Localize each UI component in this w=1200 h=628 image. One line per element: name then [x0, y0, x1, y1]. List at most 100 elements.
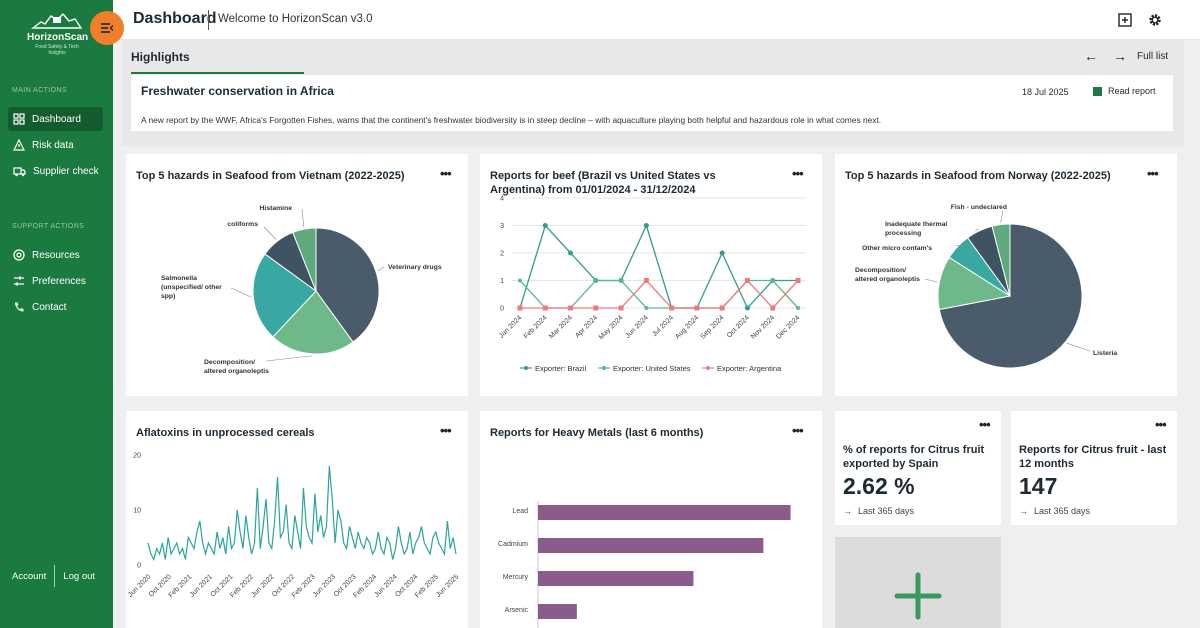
sidebar-item-supplier-check[interactable]: Supplier check: [8, 159, 103, 183]
more-options-icon[interactable]: •••: [792, 423, 804, 438]
pie-label: Inadequate thermal processing: [885, 221, 947, 237]
y-tick-label: 0: [137, 563, 141, 570]
pie-label: Histamine: [260, 205, 293, 212]
sidebar-item-resources[interactable]: Resources: [8, 243, 103, 267]
account-area: Account Log out: [12, 565, 95, 587]
page-title: Dashboard: [133, 10, 217, 27]
sidebar-item-contact[interactable]: Contact: [8, 295, 103, 319]
y-tick-label: Arsenic: [505, 607, 529, 614]
main-actions-label: Main actions: [12, 87, 67, 94]
account-link[interactable]: Account: [12, 570, 47, 582]
aflatoxins-card: Aflatoxins in unprocessed cereals ••• 0 1…: [126, 411, 468, 628]
pie-slice: [272, 290, 354, 355]
phone-icon: [15, 302, 24, 312]
sidebar-item-label: Risk data: [32, 139, 74, 151]
beef-reports-card: Reports for beef (Brazil vs United State…: [480, 154, 822, 396]
x-tick-label: Oct 2024: [726, 314, 751, 339]
more-options-icon[interactable]: •••: [440, 423, 452, 438]
pie-leader-line: [974, 228, 979, 232]
data-point: [593, 278, 598, 283]
sidebar-item-dashboard[interactable]: Dashboard: [8, 107, 103, 131]
sidebar-item-label: Supplier check: [33, 165, 99, 177]
sidebar-item-risk-data[interactable]: Risk data: [8, 133, 103, 157]
highlights-tab-underline: [131, 72, 304, 74]
sidebar: HorizonScan Food Safety & Tech Insights …: [0, 0, 113, 628]
pie-leader-line: [301, 208, 305, 228]
beef-line-chart: 0 1 2 3 4 Jan 2024 Feb 2024 Mar 2024 Apr 2024May…: [498, 196, 806, 373]
sidebar-item-label: Resources: [32, 249, 80, 261]
data-point: [770, 305, 776, 311]
sidebar-item-preferences[interactable]: Preferences: [8, 269, 103, 293]
x-tick-label: Sep 2024: [699, 314, 725, 340]
more-options-icon[interactable]: •••: [1155, 417, 1167, 432]
title-divider: [208, 10, 209, 30]
arrow-right-icon[interactable]: →: [1113, 48, 1127, 64]
read-report-button[interactable]: Read report: [1093, 86, 1156, 96]
data-point: [517, 305, 523, 311]
data-point: [669, 305, 675, 311]
x-tick-label: Jun 2025: [435, 573, 460, 598]
news-card: Freshwater conservation in Africa 18 Jul…: [131, 75, 1173, 131]
logo[interactable]: HorizonScan Food Safety & Tech Insights: [27, 8, 88, 56]
data-point: [593, 305, 599, 311]
more-options-icon[interactable]: •••: [1147, 166, 1159, 181]
pie-leader-line: [377, 266, 385, 272]
data-point: [568, 305, 574, 311]
divider: [54, 565, 56, 587]
document-icon: [1093, 86, 1102, 96]
pie-slice: [252, 253, 317, 338]
legend-marker: [706, 366, 710, 370]
series-line: [519, 223, 798, 310]
logo-tagline: Food Safety & Tech Insights: [35, 44, 79, 56]
pie-slice: [315, 227, 380, 343]
more-options-icon[interactable]: •••: [440, 166, 452, 181]
data-point: [644, 306, 649, 310]
sliders-icon: [14, 276, 24, 286]
y-tick-label: 10: [133, 508, 141, 515]
dashboard-content: Highlights ← → Full list Freshwater cons…: [113, 40, 1200, 628]
bar: [538, 604, 577, 619]
vietnam-hazards-card: Top 5 hazards in Seafood from Vietnam (2…: [126, 154, 468, 396]
truck-icon: [13, 167, 26, 177]
add-widget-button[interactable]: [835, 537, 1001, 628]
norway-hazards-card: Top 5 hazards in Seafood from Norway (20…: [835, 154, 1177, 396]
pie-leader-line: [263, 226, 277, 240]
x-tick-label: Mar 2024: [548, 314, 574, 340]
pie-leader-line: [956, 245, 964, 247]
pie-leader-line: [265, 355, 312, 362]
kpi-title: Reports for Citrus fruit - last 12 month…: [1019, 444, 1167, 470]
data-point: [744, 278, 750, 283]
gear-icon[interactable]: [1147, 12, 1163, 28]
more-options-icon[interactable]: •••: [979, 417, 991, 432]
arrow-left-icon[interactable]: ←: [1084, 48, 1098, 64]
y-tick-label: 0: [500, 306, 504, 313]
legend-label: Exporter: Argentina: [717, 364, 782, 373]
x-tick-label: Jul 2024: [651, 314, 675, 338]
data-point: [643, 223, 649, 228]
pie-leader-line: [230, 287, 252, 298]
sidebar-item-label: Contact: [32, 301, 67, 313]
legend-marker: [524, 366, 528, 370]
y-tick-label: 1: [500, 278, 504, 285]
series-line: [147, 465, 457, 562]
kpi-value: 147: [1019, 473, 1058, 499]
add-widget-icon[interactable]: [1117, 12, 1133, 28]
y-tick-label: Mercury: [503, 574, 529, 581]
y-tick-label: Lead: [512, 508, 528, 515]
bar: [538, 505, 791, 520]
kpi-period: Last 365 days: [858, 506, 915, 516]
card-title: Top 5 hazards in Seafood from Norway (20…: [845, 170, 1111, 182]
x-tick-label: Apr 2024: [574, 314, 599, 339]
kpi-citrus-share-card: ••• % of reports for Citrus fruit export…: [835, 411, 1001, 525]
menu-toggle-button[interactable]: [90, 11, 124, 45]
data-point: [619, 278, 624, 283]
pie-label: Fish - undeclared: [951, 204, 1007, 211]
data-point: [542, 223, 548, 228]
kpi-footer: → Last 365 days: [843, 506, 914, 516]
plus-icon: [894, 572, 942, 620]
highlights-panel: Highlights ← → Full list Freshwater cons…: [122, 40, 1184, 146]
full-list-link[interactable]: Full list: [1137, 51, 1169, 62]
more-options-icon[interactable]: •••: [792, 166, 804, 181]
logout-link[interactable]: Log out: [63, 570, 96, 582]
